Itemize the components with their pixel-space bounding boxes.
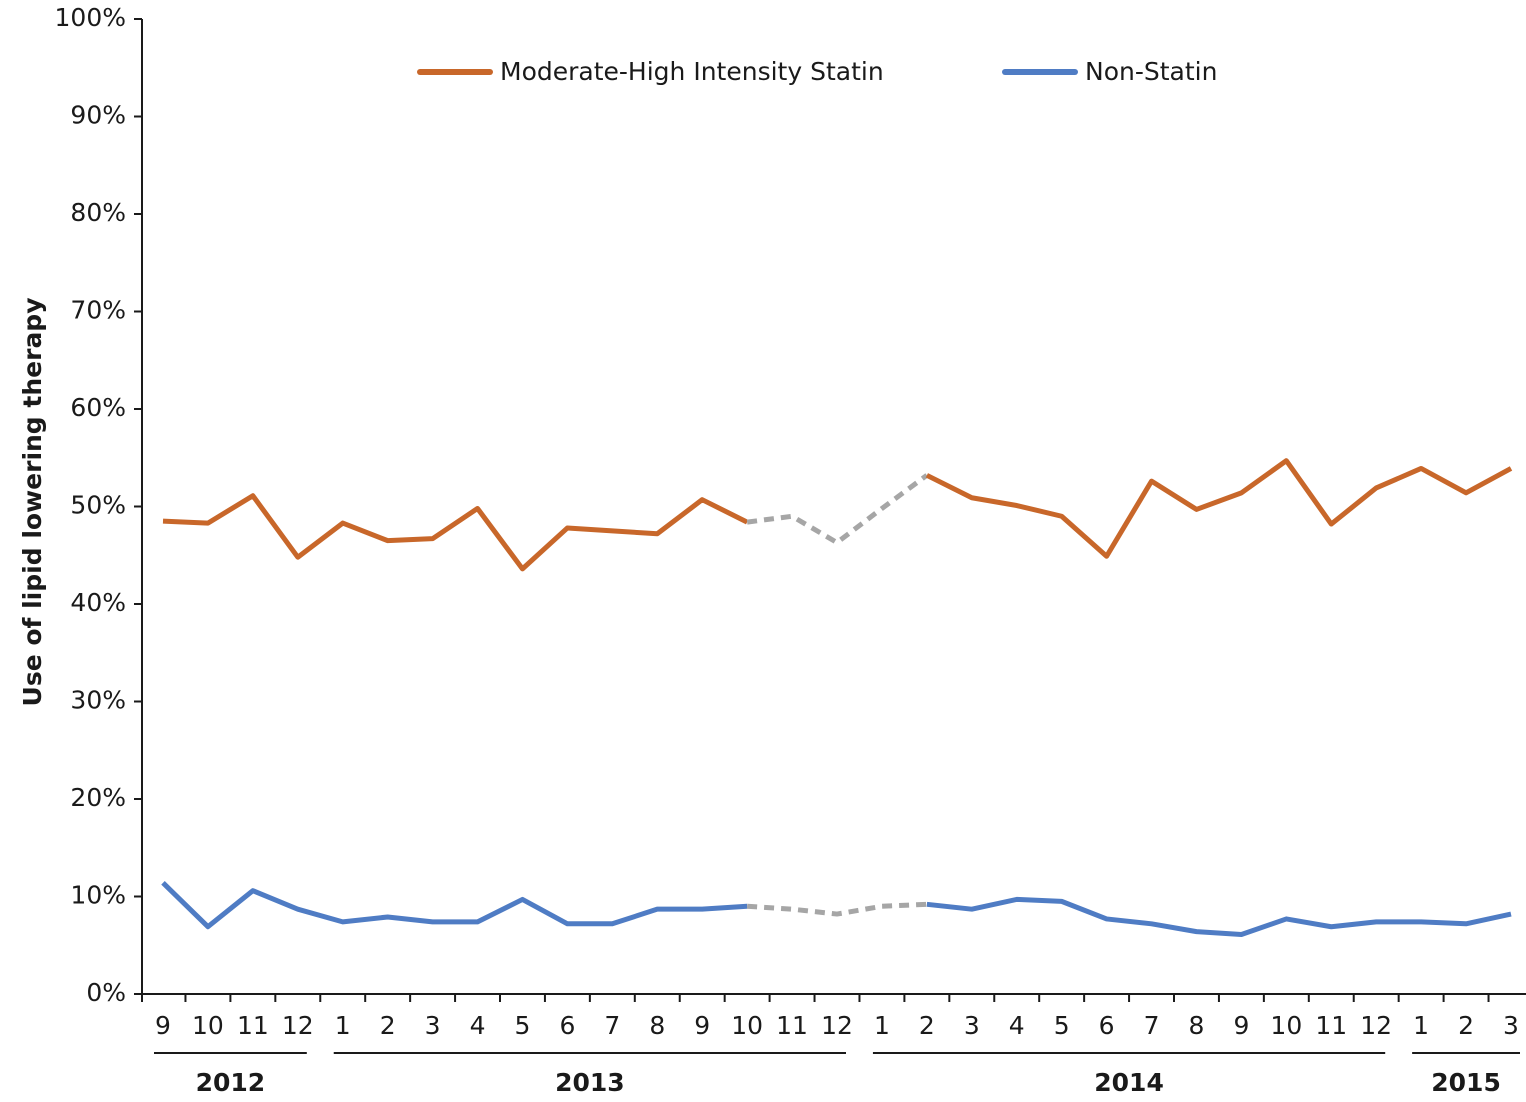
y-tick-label: 0% bbox=[86, 978, 126, 1007]
y-tick-label: 40% bbox=[70, 588, 126, 617]
x-tick-label: 11 bbox=[1315, 1011, 1347, 1040]
series-line bbox=[925, 458, 1513, 559]
x-tick-label: 12 bbox=[821, 1011, 853, 1040]
y-tick-label: 10% bbox=[70, 881, 126, 910]
interpolated-line bbox=[746, 473, 929, 546]
x-tick-label: 2 bbox=[380, 1011, 396, 1040]
y-axis-label: Use of lipid lowering therapy bbox=[18, 298, 47, 707]
y-tick-label: 90% bbox=[70, 101, 126, 130]
y-tick-label: 50% bbox=[70, 491, 126, 520]
y-tick-label: 20% bbox=[70, 783, 126, 812]
x-tick-label: 8 bbox=[649, 1011, 665, 1040]
series-line bbox=[926, 896, 1512, 938]
x-tick-label: 1 bbox=[335, 1011, 351, 1040]
x-tick-label: 1 bbox=[1413, 1011, 1429, 1040]
x-tick-label: 11 bbox=[237, 1011, 269, 1040]
year-label: 2014 bbox=[1094, 1068, 1164, 1097]
year-label: 2013 bbox=[555, 1068, 625, 1097]
interpolated-line bbox=[746, 901, 927, 917]
x-tick-label: 11 bbox=[776, 1011, 808, 1040]
y-tick-label: 60% bbox=[70, 393, 126, 422]
y-tick-label: 70% bbox=[70, 296, 126, 325]
y-tick-label: 80% bbox=[70, 198, 126, 227]
series-line bbox=[161, 881, 748, 930]
x-tick-label: 9 bbox=[694, 1011, 710, 1040]
x-tick-label: 6 bbox=[559, 1011, 575, 1040]
x-tick-label: 6 bbox=[1099, 1011, 1115, 1040]
x-tick-label: 3 bbox=[964, 1011, 980, 1040]
series-line bbox=[162, 493, 749, 572]
x-tick-label: 4 bbox=[470, 1011, 486, 1040]
year-label: 2012 bbox=[196, 1068, 266, 1097]
x-tick-label: 7 bbox=[1144, 1011, 1160, 1040]
x-tick-label: 12 bbox=[1360, 1011, 1392, 1040]
x-tick-label: 9 bbox=[1233, 1011, 1249, 1040]
legend-label: Moderate-High Intensity Statin bbox=[500, 57, 884, 86]
x-tick-label: 10 bbox=[192, 1011, 224, 1040]
x-tick-label: 2 bbox=[919, 1011, 935, 1040]
x-tick-label: 10 bbox=[731, 1011, 763, 1040]
x-tick-label: 10 bbox=[1270, 1011, 1302, 1040]
x-tick-label: 9 bbox=[155, 1011, 171, 1040]
x-tick-label: 2 bbox=[1458, 1011, 1474, 1040]
legend-label: Non-Statin bbox=[1085, 57, 1217, 86]
y-tick-label: 100% bbox=[55, 3, 126, 32]
y-tick-label: 30% bbox=[70, 686, 126, 715]
x-tick-label: 4 bbox=[1009, 1011, 1025, 1040]
x-tick-label: 8 bbox=[1189, 1011, 1205, 1040]
x-tick-label: 3 bbox=[1503, 1011, 1519, 1040]
x-tick-label: 3 bbox=[425, 1011, 441, 1040]
x-tick-label: 5 bbox=[515, 1011, 531, 1040]
year-label: 2015 bbox=[1431, 1068, 1501, 1097]
x-tick-label: 1 bbox=[874, 1011, 890, 1040]
x-tick-label: 12 bbox=[282, 1011, 314, 1040]
x-tick-label: 7 bbox=[604, 1011, 620, 1040]
x-tick-label: 5 bbox=[1054, 1011, 1070, 1040]
